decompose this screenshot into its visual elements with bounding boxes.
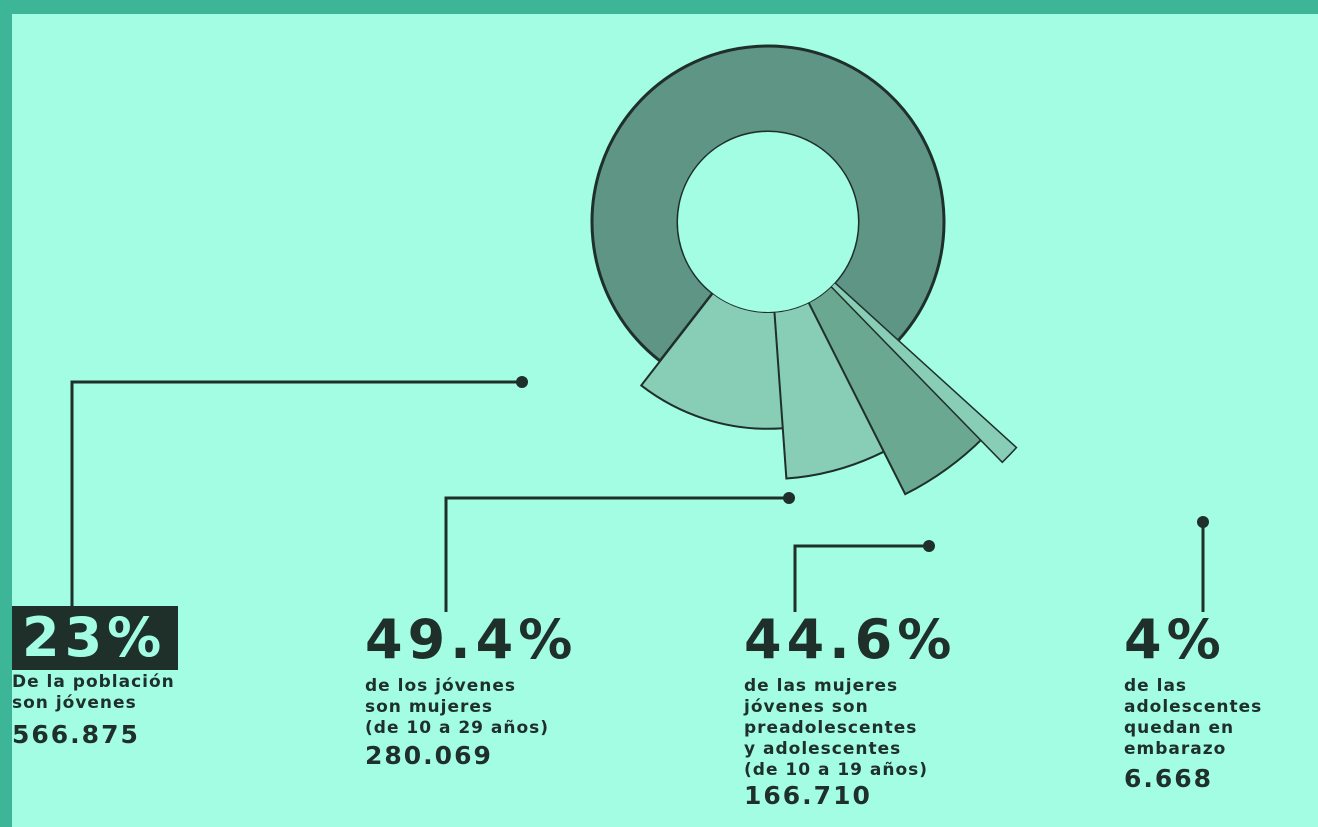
stat-jovenes-description: De la población son jóvenes (12, 672, 175, 713)
leader-adolescentes-line (793, 544, 929, 612)
stat-embarazo-count: 6.668 (1124, 764, 1214, 793)
stat-adolescentes-count: 166.710 (744, 781, 872, 810)
population-chart (70, 44, 1209, 612)
stat-jovenes: 23% De la población son jóvenes 566.875 (12, 606, 179, 750)
stat-mujeres-description: de los jóvenes son mujeres (de 10 a 29 a… (365, 676, 550, 738)
leader-jovenes-dot (516, 376, 528, 388)
stat-mujeres-count: 280.069 (365, 741, 493, 770)
leader-mujeres-dot (783, 492, 795, 504)
leader-adolescentes-dot (923, 540, 935, 552)
stat-adolescentes-description: de las mujeres jóvenes son preadolescent… (744, 676, 929, 780)
stat-embarazo: 4% de las adolescentes quedan en embaraz… (1124, 612, 1262, 794)
stat-embarazo-description: de las adolescentes quedan en embarazo (1124, 676, 1263, 759)
stat-jovenes-percent: 23% (12, 606, 179, 670)
leader-embarazo-dot (1197, 516, 1209, 528)
infographic-panel: 23% De la población son jóvenes 566.875 … (12, 14, 1318, 827)
stat-embarazo-percent: 4% (1124, 608, 1226, 671)
stat-jovenes-count: 566.875 (12, 720, 140, 749)
stat-adolescentes: 44.6% de las mujeres jóvenes son preadol… (744, 612, 956, 811)
chart-hole (678, 132, 858, 312)
stat-mujeres: 49.4% de los jóvenes son mujeres (de 10 … (365, 612, 577, 771)
leader-mujeres-line (444, 496, 789, 612)
leader-jovenes-line (70, 380, 522, 606)
stat-adolescentes-percent: 44.6% (744, 608, 957, 671)
stat-mujeres-percent: 49.4% (365, 608, 578, 671)
